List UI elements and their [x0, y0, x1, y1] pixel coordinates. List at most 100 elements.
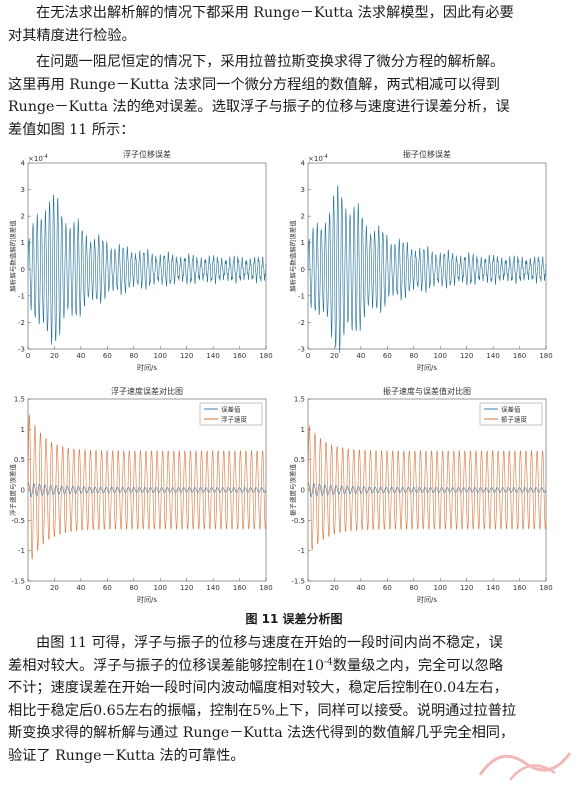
scale-label: ×10-4: [28, 154, 48, 163]
x-tick-label: 40: [356, 352, 365, 360]
chart-oscillator-velocity-comparison: 振子速度与误差值对比图 -1.5 -1 -0.5 0 0.5 1 1.5 0 20 40 60 80…: [288, 386, 553, 604]
x-tick-label: 140: [486, 352, 499, 360]
plot-frame: [27, 162, 267, 350]
x-tick-label: 0: [26, 584, 30, 592]
x-tick-label: 100: [154, 352, 167, 360]
text-line: 在问题一阻尼恒定的情况下，采用拉普拉斯变换求得了微分方程的解析解。: [36, 54, 505, 70]
y-tick-label: 1: [301, 426, 305, 434]
y-axis-label: 振子速度与误差值: [288, 464, 297, 517]
x-axis-label: 时间/s: [417, 595, 437, 604]
chart-title: 振子位移误差: [403, 149, 451, 159]
x-tick-label: 40: [76, 352, 85, 360]
x-tick-label: 20: [330, 584, 339, 592]
x-tick-label: 160: [513, 352, 526, 360]
x-tick-label: 20: [330, 352, 339, 360]
error-series-line: [27, 194, 267, 345]
chart-float-velocity-comparison: 浮子速度误差对比图 -1.5 -1 -0.5 0 0.5 1 1.5 0 20 40 60 80 10…: [8, 386, 273, 604]
text-line: 不计；速度误差在开始一段时间内波动幅度相对较大，稳定后控制在0.04左右，: [8, 680, 508, 696]
figure-caption: 图 11 误差分析图: [245, 612, 343, 626]
text-line: 验证了 Runge－Kutta 法的可靠性。: [8, 747, 245, 764]
y-tick-label: 1: [301, 239, 305, 247]
x-ticks: 0 20 40 60 80 100 120 140 160 180: [26, 346, 273, 360]
paragraph-2: 在问题一阻尼恒定的情况下，采用拉普拉斯变换求得了微分方程的解析解。 这里再用 R…: [8, 51, 578, 141]
x-tick-label: 60: [103, 352, 112, 360]
text-line: 斯变换求得的解析解与通过 Runge－Kutta 法迭代得到的数值解几乎完全相同…: [8, 725, 515, 741]
y-tick-label: 1.5: [294, 396, 305, 404]
plot-frame: [307, 398, 547, 582]
watermark-stamp: [478, 752, 572, 781]
x-tick-label: 100: [434, 352, 447, 360]
y-axis-label: 解析解与数值解的误差值: [288, 220, 297, 292]
x-tick-label: 100: [434, 584, 447, 592]
x-tick-label: 60: [383, 352, 392, 360]
x-tick-label: 140: [206, 352, 219, 360]
y-axis-label: 浮子速度与误差值: [8, 464, 17, 517]
x-ticks: 0 20 40 60 80 100 120 140 160 180: [26, 578, 273, 592]
y-tick-label: 0: [301, 487, 305, 495]
text-line: 在无法求出解析解的情况下都采用 Runge－Kutta 法求解模型，因此有必要: [36, 5, 514, 21]
y-tick-label: -0.5: [291, 517, 305, 525]
text-line: 相比于稳定后0.65左右的振幅，控制在5%上下，同样可以接受。说明通过拉普拉: [8, 702, 517, 719]
x-tick-label: 120: [180, 352, 193, 360]
x-tick-label: 0: [26, 352, 30, 360]
y-tick-label: 1: [21, 426, 25, 434]
x-tick-label: 180: [539, 352, 552, 360]
y-tick-label: -0.5: [11, 517, 25, 525]
error-series-line: [307, 185, 547, 353]
x-axis-label: 时间/s: [137, 595, 157, 604]
x-tick-label: 20: [50, 584, 59, 592]
y-tick-label: -1: [298, 547, 305, 555]
chart-float-displacement-error: 浮子位移误差 ×10-4 -3 -2 -1 0 1 2 3 4 0 20 40 60 80 100 120…: [8, 149, 273, 372]
velocity-series-line: [27, 414, 267, 560]
x-tick-label: 20: [50, 352, 59, 360]
y-tick-label: 0.5: [14, 456, 25, 464]
y-tick-label: 3: [21, 186, 25, 194]
x-tick-label: 60: [383, 584, 392, 592]
y-tick-label: -1: [298, 292, 305, 300]
y-ticks: -3 -2 -1 0 1 2 3 4: [298, 160, 311, 354]
legend-entry: 误差值: [501, 405, 521, 414]
y-tick-label: -2: [298, 319, 305, 327]
x-ticks: 0 20 40 60 80 100 120 140 160 180: [306, 578, 553, 592]
y-tick-label: -1: [18, 292, 25, 300]
x-tick-label: 0: [306, 584, 310, 592]
x-tick-label: 40: [76, 584, 85, 592]
text-line: 由图 11 可得，浮子与振子的位移与速度在开始的一段时间内尚不稳定，误: [36, 635, 503, 651]
paragraph-3: 由图 11 可得，浮子与振子的位移与速度在开始的一段时间内尚不稳定，误 差相对较…: [8, 632, 578, 767]
text-line: 对其精度进行检验。: [8, 27, 136, 44]
legend: 误差值 振子速度: [479, 402, 543, 426]
x-tick-label: 80: [129, 352, 138, 360]
x-axis-label: 时间/s: [137, 363, 157, 372]
x-tick-label: 120: [180, 584, 193, 592]
chart-title: 振子速度与误差值对比图: [383, 386, 471, 396]
y-tick-label: 4: [21, 160, 26, 168]
x-tick-label: 160: [233, 352, 246, 360]
x-tick-label: 140: [206, 584, 219, 592]
text-line: 差值如图 11 所示：: [8, 121, 135, 138]
legend: 误差值 浮子速度: [199, 402, 263, 426]
x-tick-label: 140: [486, 584, 499, 592]
error-series-line: [307, 482, 547, 498]
velocity-series-line: [307, 425, 547, 551]
x-tick-label: 160: [513, 584, 526, 592]
y-tick-label: 1: [21, 239, 25, 247]
y-tick-label: 4: [301, 160, 306, 168]
x-tick-label: 40: [356, 584, 365, 592]
legend-entry: 误差值: [221, 405, 241, 414]
x-tick-label: 60: [103, 584, 112, 592]
x-tick-label: 100: [154, 584, 167, 592]
text-line: 差相对较大。浮子与振子的位移误差能够控制在10-4数量级之内，完全可以忽略: [8, 656, 504, 674]
y-tick-label: 0: [21, 487, 25, 495]
legend-entry: 振子速度: [501, 415, 528, 424]
x-tick-label: 180: [259, 352, 272, 360]
legend-entry: 浮子速度: [221, 415, 248, 424]
y-axis-label: 解析解与数值解的误差值: [8, 220, 17, 292]
x-tick-label: 80: [409, 352, 418, 360]
y-tick-label: -1.5: [291, 578, 305, 586]
y-ticks: -3 -2 -1 0 1 2 3 4: [18, 160, 31, 354]
y-tick-label: 0: [301, 266, 305, 274]
y-tick-label: -2: [18, 319, 25, 327]
y-tick-label: -1.5: [11, 578, 25, 586]
x-ticks: 0 20 40 60 80 100 120 140 160 180: [306, 346, 553, 360]
